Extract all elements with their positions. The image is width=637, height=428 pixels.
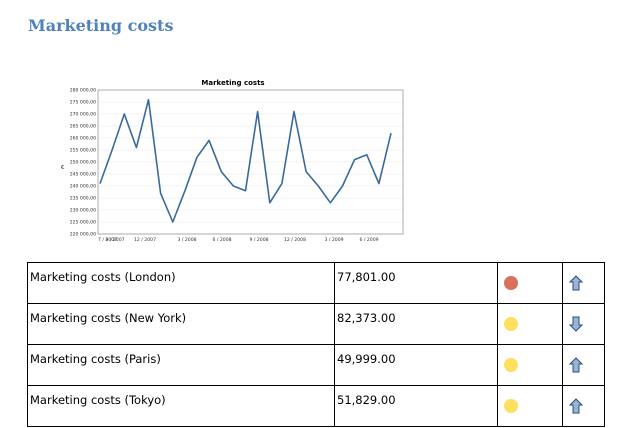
- x-tick-label: 12 / 2008: [284, 237, 306, 243]
- status-dot-icon: [504, 399, 518, 413]
- y-tick-label: 270 000,00: [70, 112, 96, 118]
- status-cell: [497, 262, 563, 304]
- y-tick-label: 230 000,00: [70, 208, 96, 214]
- table-row: Marketing costs (London) 77,801.00: [27, 262, 605, 304]
- status-dot-icon: [504, 317, 518, 331]
- chart-title: Marketing costs: [201, 79, 264, 87]
- arrow-up-icon: [569, 398, 583, 414]
- y-tick-label: 250 000,00: [70, 160, 96, 166]
- status-dot-icon: [504, 358, 518, 372]
- y-tick-label: 260 000,00: [70, 136, 96, 142]
- status-dot-icon: [504, 276, 518, 290]
- y-axis-label: €: [61, 165, 64, 171]
- status-cell: [497, 385, 563, 427]
- x-tick-label: 3 / 2008: [177, 237, 196, 243]
- x-tick-label: 9 / 2007: [105, 237, 124, 243]
- row-name: Marketing costs (London): [27, 262, 335, 304]
- table-row: Marketing costs (Paris) 49,999.00: [27, 344, 605, 386]
- row-value: 77,801.00: [334, 262, 498, 304]
- trend-cell: [562, 303, 605, 345]
- row-name: Marketing costs (Tokyo): [27, 385, 335, 427]
- row-value: 82,373.00: [334, 303, 498, 345]
- status-cell: [497, 303, 563, 345]
- row-name: Marketing costs (Paris): [27, 344, 335, 386]
- y-tick-label: 220 000,00: [70, 232, 96, 238]
- y-tick-label: 240 000,00: [70, 184, 96, 190]
- row-value: 49,999.00: [334, 344, 498, 386]
- table-row: Marketing costs (New York) 82,373.00: [27, 303, 605, 345]
- x-tick-label: 9 / 2008: [249, 237, 268, 243]
- y-tick-label: 235 000,00: [70, 196, 96, 202]
- y-tick-label: 280 000,00: [70, 88, 96, 94]
- series-line: [99, 98, 392, 223]
- y-tick-label: 245 000,00: [70, 172, 96, 178]
- trend-cell: [562, 344, 605, 386]
- kpi-table: Marketing costs (London) 77,801.00 Marketi…: [27, 262, 605, 427]
- page-title: Marketing costs: [28, 16, 174, 35]
- arrow-down-icon: [569, 316, 583, 332]
- x-tick-label: 7 / 2007: [98, 237, 117, 243]
- y-tick-label: 255 000,00: [70, 148, 96, 154]
- plot-area: [97, 89, 404, 235]
- x-tick-label: 12 / 2007: [134, 237, 156, 243]
- status-cell: [497, 344, 563, 386]
- y-tick-label: 275 000,00: [70, 100, 96, 106]
- y-tick-label: 265 000,00: [70, 124, 96, 130]
- row-value: 51,829.00: [334, 385, 498, 427]
- arrow-up-icon: [569, 275, 583, 291]
- arrow-up-icon: [569, 357, 583, 373]
- line-chart: Marketing costs 220 000,00 225 000,00 230 …: [61, 79, 404, 243]
- trend-cell: [562, 385, 605, 427]
- x-tick-label: 3 / 2009: [324, 237, 343, 243]
- x-tick-label: 6 / 2008: [212, 237, 231, 243]
- table-row: Marketing costs (Tokyo) 51,829.00: [27, 385, 605, 427]
- row-name: Marketing costs (New York): [27, 303, 335, 345]
- x-tick-label: 6 / 2009: [359, 237, 378, 243]
- trend-cell: [562, 262, 605, 304]
- y-tick-label: 225 000,00: [70, 220, 96, 226]
